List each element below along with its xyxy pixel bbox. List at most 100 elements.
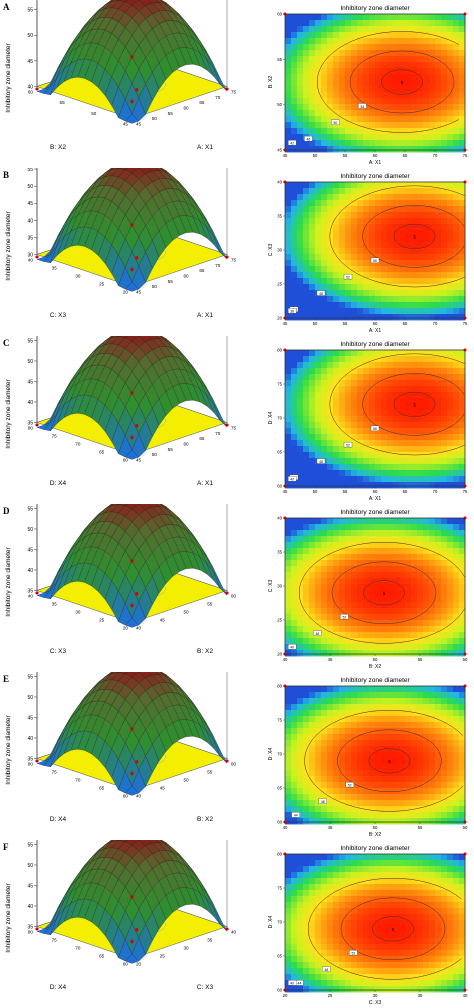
- contour-cell: [429, 422, 435, 428]
- contour-cell: [309, 596, 315, 602]
- contour-cell: [327, 812, 333, 818]
- contour-cell: [315, 56, 321, 62]
- contour-cell: [429, 248, 435, 254]
- contour-cell: [447, 20, 453, 26]
- contour-cell: [435, 134, 441, 140]
- contour-cell: [291, 548, 297, 554]
- contour-cell: [363, 74, 369, 80]
- contour-cell: [405, 44, 411, 50]
- contour-label: 50: [334, 121, 338, 125]
- contour-cell: [309, 758, 315, 764]
- contour-cell: [363, 386, 369, 392]
- contour-cell: [459, 116, 465, 122]
- x-tick-label: 65: [403, 153, 408, 158]
- contour-cell: [345, 212, 351, 218]
- contour-cell: [405, 818, 411, 824]
- contour-cell: [387, 458, 393, 464]
- contour-cell: [339, 212, 345, 218]
- contour-cell: [315, 476, 321, 482]
- contour-cell: [405, 650, 411, 656]
- contour-cell: [285, 26, 291, 32]
- contour-cell: [303, 182, 309, 188]
- contour-cell: [327, 740, 333, 746]
- contour-cell: [375, 242, 381, 248]
- contour-cell: [429, 14, 435, 20]
- contour-cell: [363, 578, 369, 584]
- contour-cell: [297, 734, 303, 740]
- contour-cell: [303, 200, 309, 206]
- contour-cell: [393, 740, 399, 746]
- contour-cell: [453, 314, 459, 320]
- contour-cell: [363, 356, 369, 362]
- contour-cell: [297, 410, 303, 416]
- contour-cell: [393, 626, 399, 632]
- contour-cell: [297, 692, 303, 698]
- contour-cell: [363, 758, 369, 764]
- contour-cell: [345, 692, 351, 698]
- contour-cell: [369, 638, 375, 644]
- contour-cell: [297, 122, 303, 128]
- contour-cell: [291, 356, 297, 362]
- contour-cell: [321, 218, 327, 224]
- contour-cell: [399, 146, 405, 152]
- contour-cell: [315, 584, 321, 590]
- contour-cell: [369, 716, 375, 722]
- contour-cell: [453, 350, 459, 356]
- contour-cell: [441, 314, 447, 320]
- contour-cell: [339, 410, 345, 416]
- contour-cell: [345, 296, 351, 302]
- x-tick-label: 65: [199, 268, 205, 273]
- contour-cell: [399, 302, 405, 308]
- contour-cell: [411, 764, 417, 770]
- contour-cell: [303, 206, 309, 212]
- y-tick-label: 30: [75, 609, 81, 614]
- contour-cell: [363, 398, 369, 404]
- z-tick-label: 40: [27, 568, 33, 574]
- surface-plot: 354045505560Inhibitory zone diameter2025…: [5, 840, 237, 991]
- contour-cell: [381, 122, 387, 128]
- contour-cell: [363, 110, 369, 116]
- contour-cell: [333, 140, 339, 146]
- contour-cell: [459, 410, 465, 416]
- contour-cell: [333, 440, 339, 446]
- contour-cell: [357, 140, 363, 146]
- contour-cell: [435, 194, 441, 200]
- contour-cell: [447, 386, 453, 392]
- contour-cell: [459, 758, 465, 764]
- contour-cell: [351, 728, 357, 734]
- contour-cell: [291, 374, 297, 380]
- contour-cell: [411, 734, 417, 740]
- contour-cell: [297, 242, 303, 248]
- contour-cell: [333, 518, 339, 524]
- contour-cell: [321, 632, 327, 638]
- contour-cell: [393, 782, 399, 788]
- contour-cell: [339, 62, 345, 68]
- contour-cell: [423, 626, 429, 632]
- contour-cell: [405, 212, 411, 218]
- contour-cell: [345, 596, 351, 602]
- contour-cell: [459, 776, 465, 782]
- contour-cell: [417, 404, 423, 410]
- contour-cell: [393, 362, 399, 368]
- x-tick-label: 55: [418, 825, 423, 830]
- contour-cell: [291, 80, 297, 86]
- contour-cell: [321, 464, 327, 470]
- contour-cell: [351, 464, 357, 470]
- contour-cell: [351, 410, 357, 416]
- contour-cell: [429, 368, 435, 374]
- contour-cell: [441, 608, 447, 614]
- contour-cell: [291, 32, 297, 38]
- contour-cell: [351, 104, 357, 110]
- contour-cell: [447, 608, 453, 614]
- contour-cell: [453, 482, 459, 488]
- contour-cell: [327, 686, 333, 692]
- y-tick-label: 70: [277, 416, 282, 421]
- contour-cell: [435, 692, 441, 698]
- contour-cell: [447, 590, 453, 596]
- contour-cell: [387, 362, 393, 368]
- contour-cell: [429, 698, 435, 704]
- contour-cell: [321, 530, 327, 536]
- contour-cell: [453, 296, 459, 302]
- contour-cell: [429, 728, 435, 734]
- x-tick-label: 65: [199, 436, 205, 441]
